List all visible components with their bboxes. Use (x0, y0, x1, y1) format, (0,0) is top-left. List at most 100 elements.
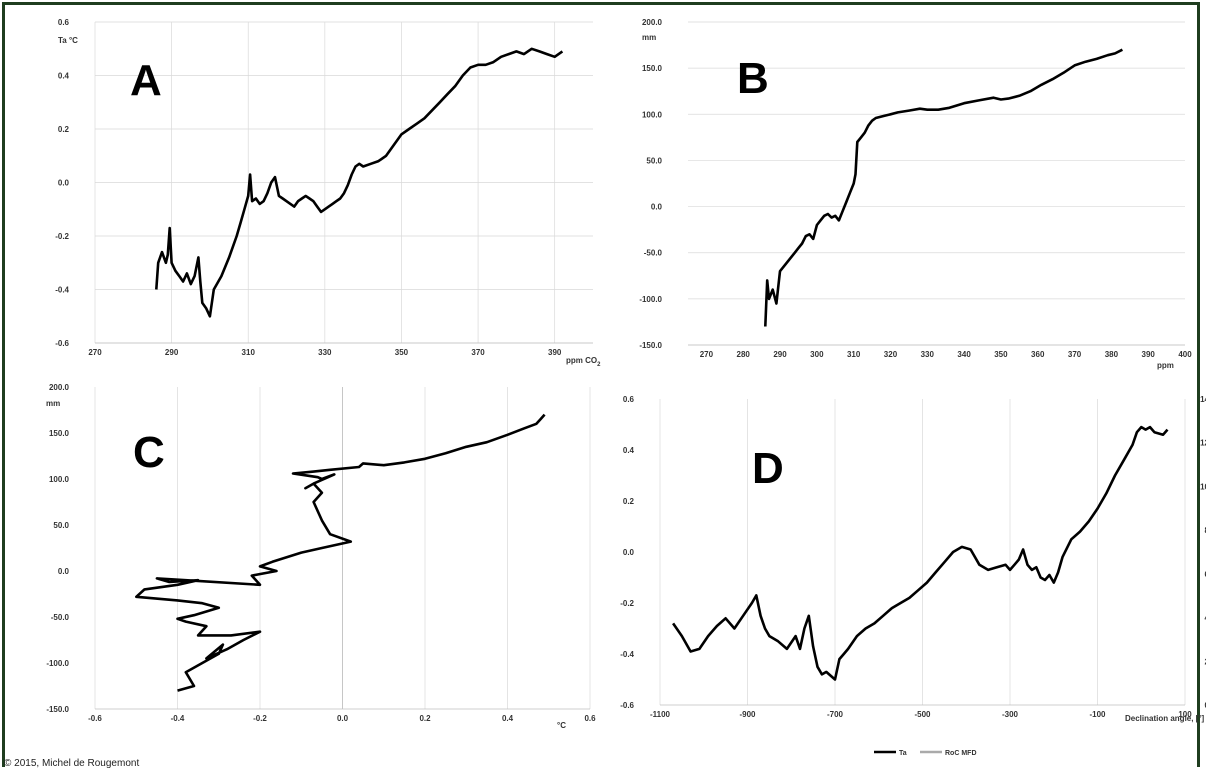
x-tick-label: 360 (1031, 350, 1045, 359)
y-tick-label: -50.0 (51, 613, 70, 622)
x-tick-label: 290 (165, 348, 179, 357)
panel-a: -0.6 -0.4 -0.2 0.0 0.2 0.4 0.6 270 290 310 330 350 3… (55, 18, 601, 368)
y2-tick-label: 0 (1205, 701, 1206, 710)
y-tick-label: -0.4 (620, 650, 634, 659)
x-tick-label: 340 (957, 350, 971, 359)
x-tick-label: 390 (548, 348, 562, 357)
y-tick-label: 0.6 (58, 18, 70, 27)
x-tick-label: -100 (1089, 710, 1106, 719)
x-tick-label: 280 (737, 350, 751, 359)
y-tick-label: 200.0 (642, 18, 663, 27)
y-tick-label: -150.0 (639, 341, 662, 350)
x-axis-label-text: ppm CO (566, 356, 597, 365)
y-axis-label: mm (46, 399, 60, 408)
y-axis-label: Ta °C (58, 36, 78, 45)
legend-label: RoC MFD (945, 750, 977, 757)
x-tick-label: 0.4 (502, 714, 514, 723)
y2-tick-label: 6 (1205, 570, 1206, 579)
x-tick-label: 0.0 (337, 714, 349, 723)
x-axis-label-text: Declination angle, [°] (1125, 714, 1205, 723)
y-tick-label: -100.0 (639, 295, 662, 304)
x-tick-label: -0.4 (171, 714, 185, 723)
y2-tick-label: 8 (1205, 526, 1206, 535)
series-line (764, 48, 1123, 327)
x-tick-label: 310 (847, 350, 861, 359)
y2-tick-label: 10 (1200, 482, 1206, 491)
x-tick-label: 390 (1142, 350, 1156, 359)
panel-c: -150.0 -100.0 -50.0 0.0 50.0 100.0 150.0 200.0 -… (46, 383, 596, 730)
y-tick-label: -0.2 (620, 599, 634, 608)
x-tick-label: 290 (773, 350, 787, 359)
panel-letter: D (752, 444, 784, 493)
series-line (155, 47, 564, 318)
y2-tick-label: 2 (1205, 657, 1206, 666)
panel-b: -150.0 -100.0 -50.0 0.0 50.0 100.0 150.0 200.0 2… (639, 18, 1192, 370)
y-tick-label: 150.0 (642, 64, 663, 73)
y-tick-label: 200.0 (49, 383, 70, 392)
x-tick-label: 100 (1178, 710, 1192, 719)
y-tick-label: 0.0 (623, 548, 635, 557)
x-tick-label: 270 (88, 348, 102, 357)
x-axis-label: Declination angle, [°] (1125, 714, 1205, 723)
panel-d: -0.6 -0.4 -0.2 0.0 0.2 0.4 0.6 -1100 -900 -700 -50… (620, 395, 1206, 757)
x-axis-label: ppm CO2 (566, 356, 601, 368)
x-tick-label: -0.2 (253, 714, 267, 723)
x-tick-label: 350 (395, 348, 409, 357)
y-tick-label: 0.0 (651, 203, 663, 212)
y-tick-label: 0.2 (58, 125, 70, 134)
y-tick-label: -0.4 (55, 286, 69, 295)
y-tick-label: 0.2 (623, 497, 635, 506)
y-tick-label: 0.4 (623, 446, 635, 455)
panel-letter: A (130, 56, 162, 105)
y-tick-label: -0.6 (55, 339, 69, 348)
y-tick-label: 100.0 (49, 475, 70, 484)
x-tick-label: -700 (827, 710, 844, 719)
series-line (672, 425, 1169, 681)
x-tick-label: 0.6 (584, 714, 596, 723)
x-tick-label: 380 (1105, 350, 1119, 359)
x-axis-label-subscript: 2 (597, 362, 601, 368)
x-tick-label: 400 (1178, 350, 1192, 359)
x-tick-label: 310 (242, 348, 256, 357)
x-tick-label: -300 (1002, 710, 1019, 719)
panel-letter: B (737, 54, 769, 103)
panel-letter: C (133, 428, 165, 477)
x-tick-label: 270 (700, 350, 714, 359)
x-tick-label: 370 (1068, 350, 1082, 359)
y2-tick-label: 12 (1200, 439, 1206, 448)
x-tick-label: 330 (318, 348, 332, 357)
copyright-text: © 2015, Michel de Rougemont (4, 758, 140, 769)
y-tick-label: 50.0 (646, 156, 662, 165)
y2-tick-label: 14 (1200, 395, 1206, 404)
y-tick-label: 0.0 (58, 179, 70, 188)
legend-label: Ta (899, 750, 907, 757)
y-axis-label: mm (642, 33, 656, 42)
y-tick-label: 0.6 (623, 395, 635, 404)
y-tick-label: -0.6 (620, 701, 634, 710)
y-tick-label: -50.0 (644, 249, 663, 258)
x-tick-label: 300 (810, 350, 824, 359)
y-tick-label: -150.0 (46, 705, 69, 714)
x-tick-label: 320 (884, 350, 898, 359)
y2-tick-label: 4 (1205, 614, 1206, 623)
series-line (135, 413, 546, 692)
y-tick-label: 150.0 (49, 429, 70, 438)
x-tick-label: -500 (914, 710, 931, 719)
x-tick-label: -1100 (650, 710, 671, 719)
x-axis-label: °C (557, 721, 566, 730)
y-tick-label: -100.0 (46, 659, 69, 668)
x-axis-label: ppm (1157, 361, 1174, 370)
x-tick-label: 350 (994, 350, 1008, 359)
x-tick-label: 330 (921, 350, 935, 359)
x-tick-label: -900 (739, 710, 756, 719)
x-tick-label: 0.2 (419, 714, 431, 723)
y-tick-label: 50.0 (53, 521, 69, 530)
x-axis-label-text: ppm (1157, 361, 1174, 370)
y-tick-label: 0.0 (58, 567, 70, 576)
x-tick-label: -0.6 (88, 714, 102, 723)
y-tick-label: 100.0 (642, 110, 663, 119)
y-tick-label: -0.2 (55, 232, 69, 241)
x-axis-label-text: °C (557, 721, 566, 730)
